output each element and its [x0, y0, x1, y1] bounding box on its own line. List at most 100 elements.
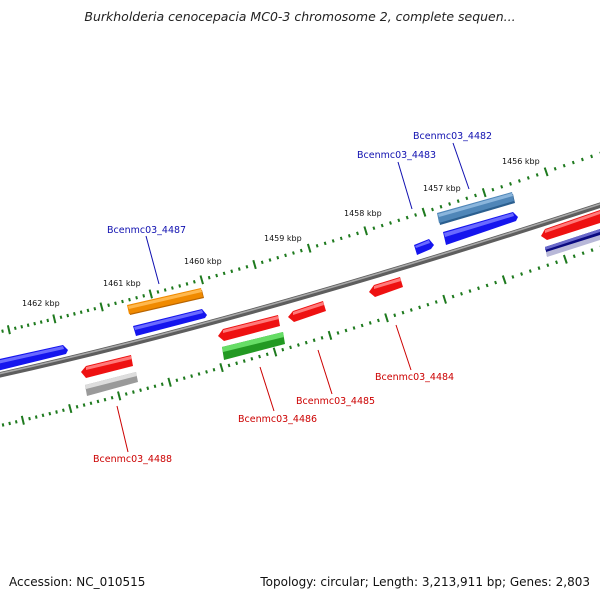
minor-tick: [110, 395, 114, 400]
minor-tick: [426, 302, 430, 307]
minor-tick: [242, 359, 246, 363]
major-tick: [20, 415, 25, 425]
minor-tick: [284, 253, 287, 258]
minor-tick: [160, 382, 164, 387]
minor-tick: [135, 295, 138, 300]
gene-bcenmc03-4484[interactable]: [369, 277, 403, 297]
minor-tick: [456, 199, 460, 204]
minor-tick: [401, 310, 405, 315]
gene-bcenmc03-4488[interactable]: [81, 355, 133, 378]
minor-tick: [389, 221, 392, 225]
gene-label-bcenmc03-4487: Bcenmc03_4487: [107, 225, 186, 236]
major-tick: [99, 302, 104, 312]
major-tick: [148, 289, 153, 299]
minor-tick: [28, 416, 31, 421]
minor-tick: [339, 236, 343, 241]
cds-green[interactable]: [222, 332, 285, 360]
minor-tick: [75, 405, 79, 409]
minor-tick: [34, 415, 38, 419]
major-tick: [562, 254, 568, 264]
major-tick: [306, 243, 312, 253]
minor-tick: [491, 187, 495, 192]
minor-tick: [128, 297, 131, 302]
major-tick: [501, 275, 507, 285]
minor-tick: [114, 301, 117, 306]
major-tick: [421, 207, 427, 217]
minor-tick: [124, 392, 128, 396]
minor-tick: [86, 308, 90, 313]
scale-label: 1458 kbp: [344, 209, 382, 218]
label-leaders: [116, 142, 470, 453]
minor-tick: [590, 154, 594, 159]
scale-label: 1461 kbp: [103, 279, 141, 288]
cds-blue-1[interactable]: [133, 309, 207, 336]
gene-bcenmc03-4483[interactable]: [414, 239, 434, 255]
gene-bcenmc03-4487[interactable]: [127, 288, 204, 315]
minor-tick: [376, 318, 380, 323]
minor-tick: [448, 202, 452, 206]
minor-tick: [320, 336, 324, 340]
major-tick: [481, 187, 487, 198]
major-tick: [199, 275, 204, 285]
minor-tick: [178, 284, 182, 288]
minor-tick: [156, 290, 160, 294]
gene-bcenmc03-4486[interactable]: [218, 315, 280, 341]
minor-tick: [315, 244, 319, 248]
minor-tick: [312, 338, 316, 343]
major-tick: [363, 226, 368, 236]
minor-tick: [347, 234, 351, 238]
gene-label-bcenmc03-4484: Bcenmc03_4484: [375, 372, 454, 383]
major-tick: [384, 313, 389, 323]
gene-label-bcenmc03-4485: Bcenmc03_4485: [296, 396, 375, 407]
minor-tick: [265, 352, 269, 357]
minor-tick: [205, 370, 208, 374]
minor-tick: [79, 310, 83, 314]
minor-tick: [414, 213, 418, 217]
minor-tick: [82, 403, 86, 407]
inner-tick-track: [1, 245, 600, 427]
scale-label: 1457 kbp: [423, 184, 461, 193]
minor-tick: [477, 286, 480, 291]
minor-tick: [356, 231, 359, 236]
minor-tick: [409, 308, 413, 312]
minor-tick: [33, 321, 36, 326]
minor-tick: [546, 263, 550, 268]
minor-tick: [331, 239, 335, 243]
major-tick: [117, 391, 122, 401]
gene-bcenmc03-4482[interactable]: [437, 192, 515, 225]
minor-tick: [465, 196, 469, 201]
minor-tick: [190, 374, 194, 378]
minor-tick: [192, 280, 196, 284]
cds-blue-3[interactable]: [443, 212, 518, 245]
major-tick: [272, 347, 278, 357]
minor-tick: [185, 282, 189, 286]
minor-tick: [268, 258, 272, 262]
major-tick: [543, 167, 549, 177]
minor-tick: [235, 361, 239, 366]
major-tick: [219, 363, 224, 373]
minor-tick: [380, 223, 384, 228]
cds-blue-2[interactable]: [0, 345, 68, 371]
minor-tick: [153, 384, 157, 389]
cds-navy-right[interactable]: [545, 229, 600, 257]
major-tick: [6, 325, 11, 335]
major-tick: [52, 314, 57, 324]
minor-tick: [215, 273, 219, 278]
minor-tick: [580, 157, 584, 162]
gene-label-bcenmc03-4486: Bcenmc03_4486: [238, 414, 317, 425]
minor-tick: [245, 265, 249, 269]
minor-tick: [93, 306, 97, 311]
minor-tick: [55, 410, 58, 414]
cds-red-right[interactable]: [541, 210, 600, 240]
cds-gray[interactable]: [85, 372, 138, 396]
minor-tick: [258, 354, 261, 359]
minor-tick: [474, 193, 477, 198]
gene-bcenmc03-4485[interactable]: [288, 301, 326, 322]
major-tick: [252, 259, 257, 270]
minor-tick: [299, 248, 303, 253]
minor-tick: [352, 326, 356, 330]
minor-tick: [590, 248, 594, 253]
minor-tick: [237, 267, 241, 271]
minor-tick: [73, 312, 76, 316]
